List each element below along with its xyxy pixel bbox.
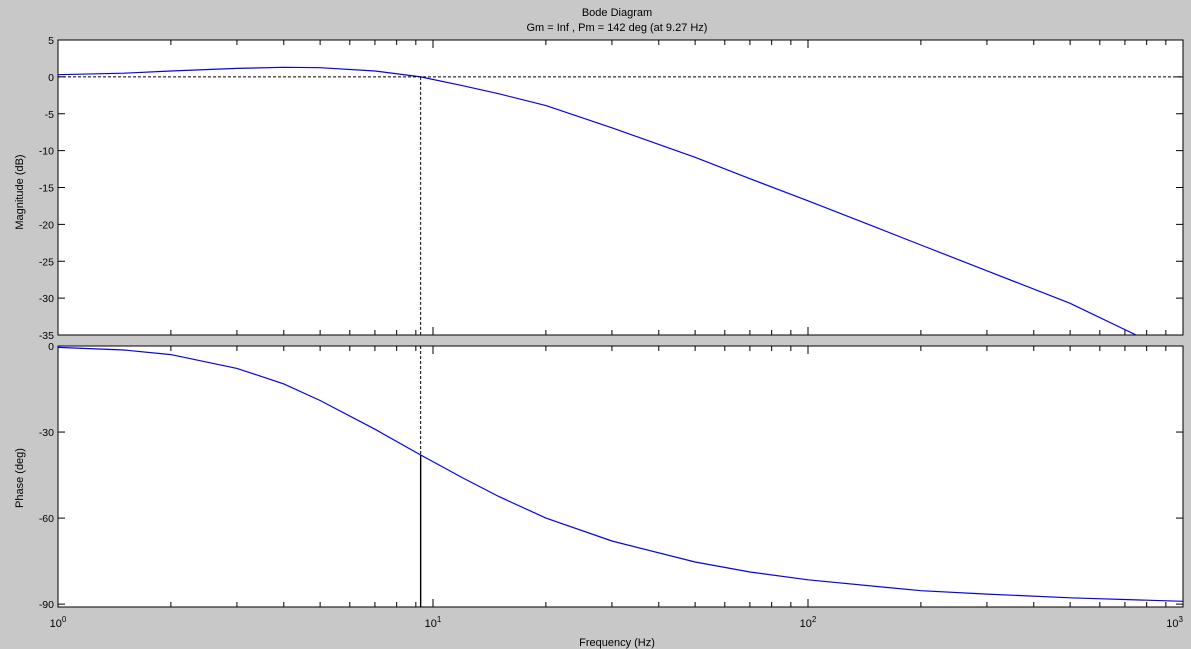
x-tick-exponent: 2 <box>812 615 817 624</box>
magnitude-y-tick-label: -20 <box>39 219 54 231</box>
phase-y-tick-label: -30 <box>39 427 54 439</box>
phase-y-tick-label: -60 <box>39 513 54 525</box>
magnitude-y-tick-label: -5 <box>45 109 54 121</box>
x-tick-exponent: 3 <box>1179 615 1184 624</box>
x-tick-label: 102 <box>800 615 817 630</box>
phase-axes-box <box>57 345 1184 608</box>
x-tick-label: 100 <box>50 615 67 630</box>
magnitude-panel: 5 0 -5 -10 -15 -20 -25 -30 -35 <box>39 35 1184 342</box>
x-tick-exponent: 0 <box>62 615 67 624</box>
x-tick-base: 10 <box>50 618 62 630</box>
x-tick-base: 10 <box>425 618 437 630</box>
phase-panel: 0 -30 -60 -90 <box>39 341 1184 611</box>
magnitude-series-line <box>58 66 1137 335</box>
x-tick-exponent: 1 <box>437 615 442 624</box>
x-axis-label: Frequency (Hz) <box>579 637 655 649</box>
magnitude-y-tick-label: 5 <box>48 35 54 47</box>
magnitude-y-tick-label: -25 <box>39 256 54 268</box>
x-tick-base: 10 <box>800 618 812 630</box>
phase-axis-label: Phase (deg) <box>14 448 26 508</box>
magnitude-y-tick-label: -10 <box>39 146 54 158</box>
phase-y-tick-label: -90 <box>39 599 54 611</box>
magnitude-y-tick-label: -30 <box>39 293 54 305</box>
magnitude-y-tick-label: 0 <box>48 72 54 84</box>
phase-series-line <box>58 346 1183 602</box>
chart-title: Bode Diagram <box>582 7 652 19</box>
magnitude-y-tick-label: -15 <box>39 183 54 195</box>
x-tick-label: 103 <box>1166 615 1183 630</box>
magnitude-axis-label: Magnitude (dB) <box>14 154 26 229</box>
x-tick-base: 10 <box>1166 618 1178 630</box>
magnitude-axes-box <box>57 39 1184 336</box>
magnitude-y-tick-label: -35 <box>39 330 54 342</box>
x-tick-label: 101 <box>425 615 442 630</box>
phase-y-tick-label: 0 <box>48 341 54 353</box>
chart-subtitle: Gm = Inf , Pm = 142 deg (at 9.27 Hz) <box>527 22 708 34</box>
frequency-axis: 100 101 102 103 <box>50 615 1184 630</box>
